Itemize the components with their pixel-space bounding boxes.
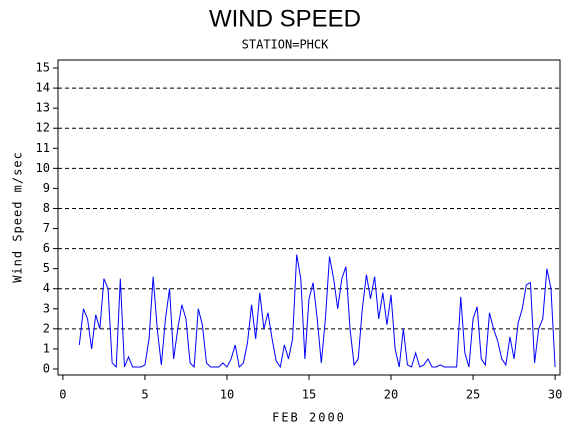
chart-title: WIND SPEED <box>209 5 361 32</box>
y-tick-label: 5 <box>43 261 50 275</box>
data-line <box>78 254 556 369</box>
y-tick-label: 4 <box>43 281 50 295</box>
plot-frame <box>57 59 561 376</box>
y-tick-label: 15 <box>36 61 50 75</box>
x-tick-label: 5 <box>141 388 148 402</box>
x-tick-label: 20 <box>384 388 398 402</box>
y-tick-label: 11 <box>36 141 50 155</box>
y-tick-label: 13 <box>36 101 50 115</box>
y-tick-label: 1 <box>43 341 50 355</box>
y-tick-label: 14 <box>36 81 50 95</box>
y-tick-label: 9 <box>43 181 50 195</box>
y-tick-label: 12 <box>36 121 50 135</box>
x-tick-label: 25 <box>466 388 480 402</box>
x-tick-label: 0 <box>59 388 66 402</box>
y-tick-label: 0 <box>43 361 50 375</box>
chart-subtitle: STATION=PHCK <box>242 38 329 52</box>
y-tick-label: 3 <box>43 301 50 315</box>
x-tick-label: 15 <box>302 388 316 402</box>
y-tick-label: 7 <box>43 221 50 235</box>
y-tick-label: 2 <box>43 321 50 335</box>
x-tick-label: 30 <box>548 388 562 402</box>
y-tick-label: 10 <box>36 161 50 175</box>
x-tick-label: 10 <box>220 388 234 402</box>
y-tick-label: 6 <box>43 241 50 255</box>
y-tick-label: 8 <box>43 201 50 215</box>
x-axis-label: FEB 2000 <box>272 411 346 425</box>
y-axis-label: Wind Speed m/sec <box>11 151 25 283</box>
